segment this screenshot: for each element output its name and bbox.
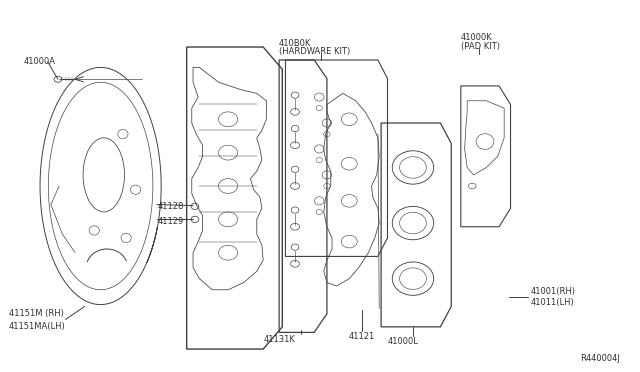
Text: 41000A: 41000A [24,57,56,66]
Text: 41151M (RH): 41151M (RH) [10,310,64,318]
Text: 41128: 41128 [158,202,184,211]
Text: 41121: 41121 [349,331,375,341]
Text: (HARDWARE KIT): (HARDWARE KIT) [279,47,350,56]
Text: 41151MA(LH): 41151MA(LH) [8,322,65,331]
Text: 41000L: 41000L [388,337,419,346]
Text: 41000K: 41000K [461,33,493,42]
Text: 41129: 41129 [158,217,184,226]
Text: 41131K: 41131K [263,335,295,344]
Text: 41011(LH): 41011(LH) [531,298,575,307]
Text: 41001(RH): 41001(RH) [531,287,576,296]
Text: R440004J: R440004J [580,354,620,363]
Text: (PAD KIT): (PAD KIT) [461,42,500,51]
Text: 410B0K: 410B0K [279,39,312,48]
